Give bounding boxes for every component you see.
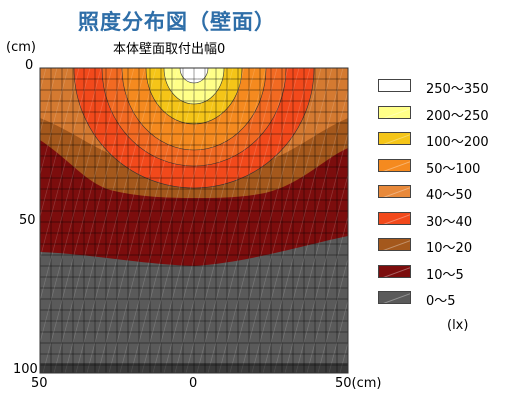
plot-frame xyxy=(39,67,349,374)
legend-label: 250〜350 xyxy=(426,82,489,97)
hatch-line xyxy=(42,68,124,373)
bottom-shadow xyxy=(40,363,348,373)
hatch-line xyxy=(130,68,212,373)
hatch-line xyxy=(240,68,322,373)
hatch-line xyxy=(40,68,80,219)
chart-subtitle: 本体壁面取付出幅0 xyxy=(113,42,226,57)
hatch-line xyxy=(218,68,300,373)
legend-item: 0〜5 xyxy=(378,290,503,309)
chart-title: 照度分布図（壁面） xyxy=(78,10,276,34)
hatch-line xyxy=(262,68,344,373)
legend-item: 10〜20 xyxy=(378,237,503,256)
hatch-line xyxy=(185,68,267,373)
hatch-line xyxy=(141,68,223,373)
hatch-line xyxy=(108,68,190,373)
hatch-line xyxy=(273,89,348,373)
y-tick-label: 50 xyxy=(19,213,36,228)
legend-label: 10〜5 xyxy=(426,267,464,283)
hatch-line xyxy=(119,68,201,373)
hatch-line xyxy=(53,68,135,373)
legend-item: 200〜250 xyxy=(378,105,503,124)
hatch-line xyxy=(40,68,113,344)
legend-label: 40〜50 xyxy=(426,188,473,203)
legend-label: 0〜5 xyxy=(426,294,456,309)
legend-item: 50〜100 xyxy=(378,158,503,177)
hatch-line xyxy=(295,173,348,373)
hatch-line xyxy=(40,68,102,302)
legend-swatch xyxy=(378,238,411,251)
hatch-line xyxy=(40,68,58,135)
legend-item: 100〜200 xyxy=(378,131,503,150)
hatch-line xyxy=(64,68,146,373)
hatch-line xyxy=(317,257,348,373)
legend-swatch xyxy=(378,79,411,92)
y-unit-label: (cm) xyxy=(6,40,36,55)
legend-swatch xyxy=(378,158,411,172)
hatch-line xyxy=(40,68,69,177)
hatch-line xyxy=(75,68,157,373)
legend-item: 250〜350 xyxy=(378,78,503,97)
legend-item: 40〜50 xyxy=(378,184,503,203)
legend-unit-label: (lx) xyxy=(447,318,469,333)
hatch-line xyxy=(196,68,278,373)
legend-item: 10〜5 xyxy=(378,264,503,283)
y-tick-label: 0 xyxy=(25,58,34,73)
hatch-line xyxy=(0,68,2,373)
hatch-line xyxy=(251,68,333,373)
legend-label: 30〜40 xyxy=(426,214,473,230)
hatch-line xyxy=(207,68,289,373)
x-tick-label: 50 xyxy=(31,376,48,391)
hatch-line xyxy=(306,215,348,373)
legend-label: 50〜100 xyxy=(426,161,481,177)
legend-swatch xyxy=(378,105,411,119)
legend-label: 200〜250 xyxy=(426,108,489,124)
legend-swatch xyxy=(378,291,411,304)
hatch-line xyxy=(152,68,234,373)
hatch-line xyxy=(0,68,13,373)
x-tick-label: 0 xyxy=(189,376,198,391)
x-tick-label: 50(cm) xyxy=(335,376,382,391)
hatch-line xyxy=(284,131,348,373)
hatch-line xyxy=(163,68,245,373)
y-tick-label: 100 xyxy=(13,362,38,377)
legend-swatch xyxy=(378,132,411,145)
legend-swatch xyxy=(378,211,411,225)
hatch-line xyxy=(174,68,256,373)
hatch-line xyxy=(229,68,311,373)
hatch-line xyxy=(97,68,179,373)
legend-swatch xyxy=(378,185,411,198)
hatch-line xyxy=(328,299,348,373)
hatch-line xyxy=(86,68,168,373)
legend-label: 100〜200 xyxy=(426,135,489,150)
legend-label: 10〜20 xyxy=(426,241,473,256)
hatch-line xyxy=(40,68,91,261)
legend-item: 30〜40 xyxy=(378,211,503,230)
legend-swatch xyxy=(378,264,411,278)
